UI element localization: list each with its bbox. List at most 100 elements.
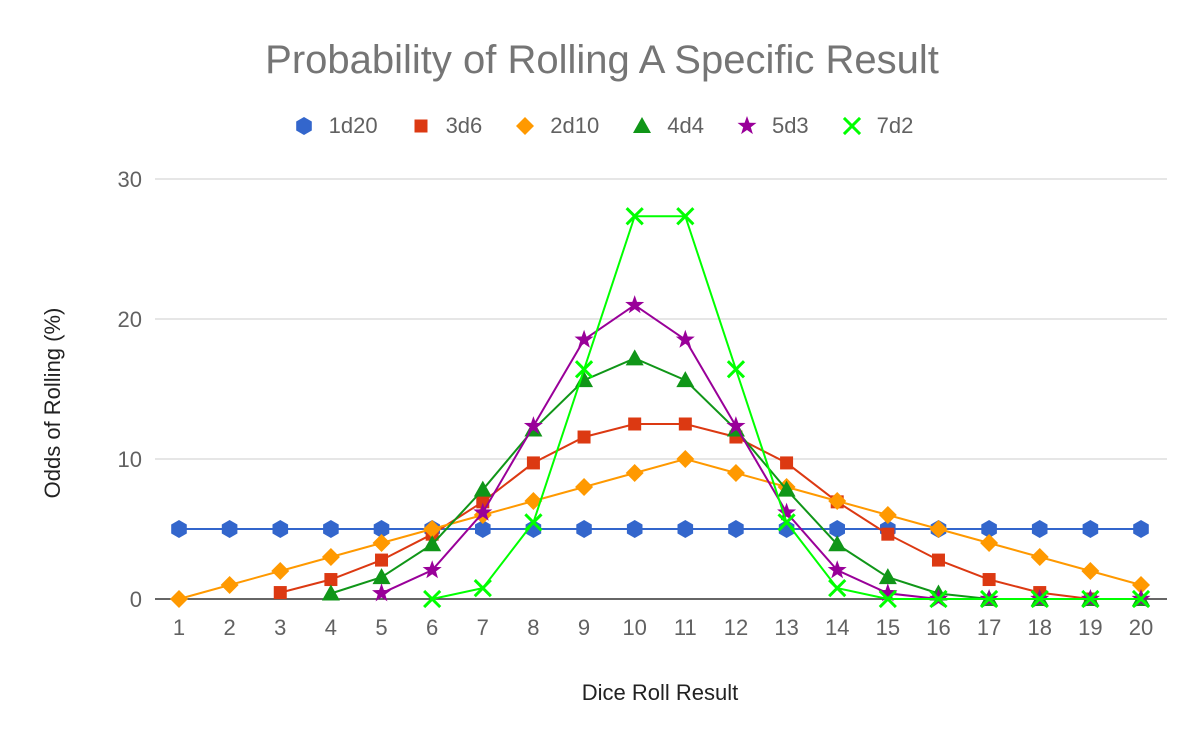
legend-marker-2d10 [516,117,535,135]
data-point-7d2 [929,589,948,609]
x-tick-label: 18 [1027,615,1051,640]
x-tick-label: 17 [977,615,1001,640]
data-point-2d10 [271,562,290,580]
x-tick-label: 12 [724,615,748,640]
data-point-1d20 [323,520,339,538]
hexagon-icon [295,117,312,135]
data-point-7d2 [625,207,644,226]
y-axis-ticks: 0 10 20 30 [118,167,142,612]
data-point-7d2 [423,589,442,609]
x-tick-label: 10 [622,615,646,640]
data-point-3d6 [273,586,287,600]
data-point-5d3 [422,560,442,579]
data-point-7d2 [676,207,695,226]
data-point-7d2 [979,589,999,609]
legend-marker-4d4 [633,117,652,133]
data-point-7d2 [524,513,543,532]
data-point-2d10 [220,576,239,594]
x-tick-label: 11 [674,615,697,640]
legend-item-7d2[interactable]: 7d2 [839,113,914,139]
legend-item-2d10[interactable]: 2d10 [512,113,599,139]
data-point-2d10 [1030,548,1049,566]
data-point-1d20 [1031,520,1048,538]
series-layer [170,207,1151,609]
data-point-7d2 [1131,589,1151,609]
data-point-2d10 [575,478,594,496]
data-point-5d3 [372,583,391,602]
x-tick-label: 2 [224,615,236,640]
data-point-7d2 [777,513,796,532]
diamond-icon [516,117,535,135]
x-tick-label: 16 [926,615,950,640]
data-point-3d6 [628,417,642,431]
data-point-2d10 [321,548,340,566]
data-point-3d6 [931,553,945,567]
y-tick-label: 0 [130,587,142,612]
data-point-3d6 [526,456,540,470]
data-point-7d2 [1081,589,1100,609]
data-point-4d4 [321,584,340,601]
data-point-1d20 [626,520,643,538]
data-point-1d20 [981,520,997,538]
legend-label: 1d20 [328,113,378,138]
x-tick-label: 9 [578,615,590,640]
data-point-2d10 [676,450,695,468]
legend-item-3d6[interactable]: 3d6 [408,113,483,139]
data-point-3d6 [780,456,794,470]
data-point-5d3 [878,583,898,602]
chart-legend: 1d20 3d6 2d10 4d4 5d3 7d2 [0,108,1204,144]
data-point-2d10 [423,520,442,538]
series-line-5d3 [381,303,1141,600]
data-point-7d2 [574,360,594,379]
data-point-4d4 [473,480,492,497]
data-point-3d6 [375,553,389,567]
x-tick-label: 4 [325,615,337,640]
data-point-4d4 [423,535,442,552]
legend-label: 3d6 [445,113,483,138]
data-point-3d6 [577,430,591,444]
legend-item-5d3[interactable]: 5d3 [734,113,809,139]
triangle-icon [633,117,652,133]
data-point-4d4 [828,535,847,552]
data-point-7d2 [473,578,492,598]
data-point-2d10 [828,492,847,510]
legend-label: 4d4 [667,113,704,138]
data-point-5d3 [675,329,695,348]
data-point-1d20 [475,520,491,538]
data-point-4d4 [372,568,391,585]
x-axis-ticks: 1 2 3 4 5 6 7 8 9 10 11 12 13 14 15 16 17 18 19 20 [173,615,1153,640]
data-point-7d2 [878,589,897,609]
legend-item-4d4[interactable]: 4d4 [629,113,704,139]
legend-marker-3d6 [414,119,428,133]
legend-marker-1d20 [295,117,312,135]
data-point-4d4 [676,371,695,388]
x-tick-label: 8 [527,615,539,640]
star-icon [737,116,757,135]
legend-label: 7d2 [876,113,914,138]
y-tick-label: 20 [118,307,142,332]
data-point-2d10 [1081,562,1100,580]
x-icon [842,116,861,136]
data-point-2d10 [980,534,999,552]
legend-marker-7d2 [842,116,861,136]
y-tick-label: 10 [118,447,142,472]
data-point-1d20 [576,520,592,538]
data-point-5d3 [523,416,543,435]
data-point-4d4 [625,349,644,366]
legend-item-1d20[interactable]: 1d20 [291,113,378,139]
data-point-1d20 [171,520,187,538]
data-point-1d20 [373,520,390,538]
x-tick-label: 13 [774,615,798,640]
data-point-5d3 [777,502,797,521]
x-tick-label: 6 [426,615,438,640]
data-point-1d20 [1133,520,1149,538]
data-point-2d10 [524,492,543,510]
data-point-2d10 [726,464,745,482]
series-2d10 [170,450,1150,608]
data-point-1d20 [829,520,845,538]
data-point-5d3 [726,416,746,435]
data-point-2d10 [878,506,897,524]
x-tick-label: 19 [1078,615,1102,640]
data-point-7d2 [1030,589,1049,609]
data-point-4d4 [777,480,796,497]
